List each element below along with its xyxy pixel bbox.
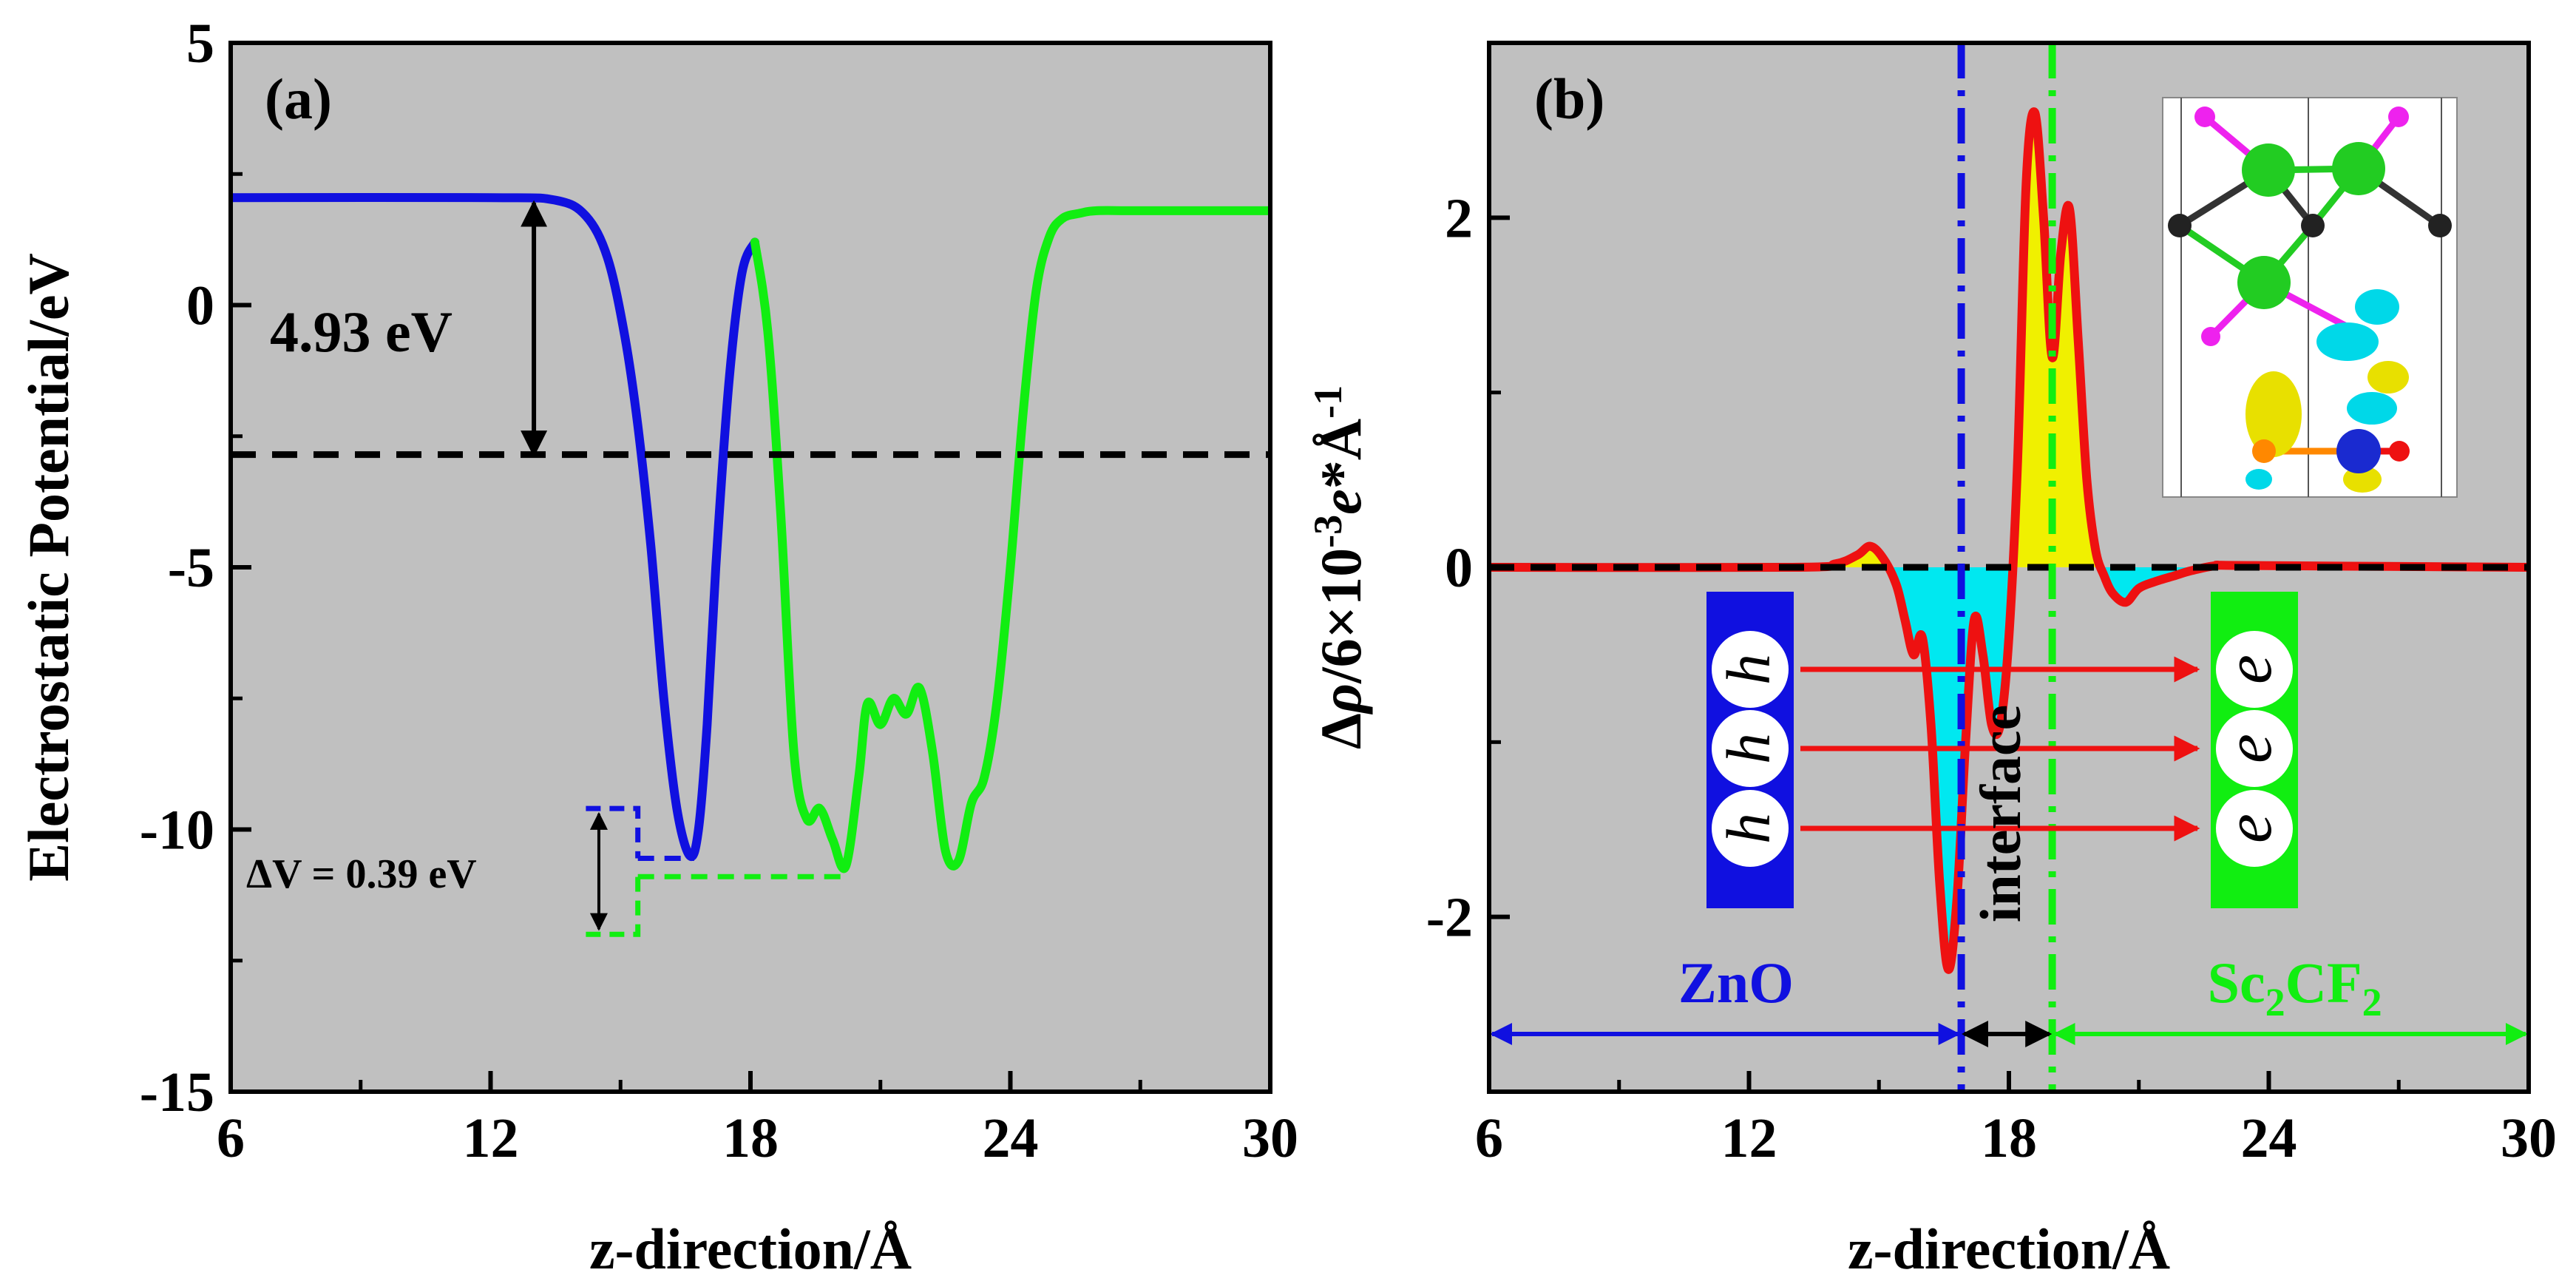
charge-depletion-fill (1883, 567, 2009, 970)
interface-lines-b (1957, 43, 2056, 1092)
b-y-tick-label: 0 (1445, 537, 1473, 599)
hole-symbol: h (1715, 733, 1783, 764)
a-x-tick-label: 24 (983, 1107, 1039, 1169)
y-axis-title-b: Δρ/6×10-3e*Å-1 (1306, 385, 1373, 749)
hole-circle (1712, 631, 1789, 708)
axis-ticks-a: 6 12 18 24 30 -15 -10 -5 0 5 (140, 13, 1298, 1169)
electron-circle (2216, 790, 2293, 867)
electron-circle (2216, 710, 2293, 787)
plot-frame-a (228, 41, 1272, 1094)
b-x-tick-label: 18 (1981, 1107, 2037, 1169)
region-label-interface: interface (1968, 705, 2033, 922)
sc2cf2-level-marker (586, 876, 641, 937)
series-line-zno (231, 192, 759, 862)
region-label-zno: ZnO (1678, 950, 1794, 1015)
series-line-charge-density (1489, 107, 2529, 974)
electron-symbol: e (2212, 655, 2285, 684)
x-axis-title-a: z-direction/Å (589, 1217, 912, 1281)
regions-b: ZnO interface Sc2CF2 (1490, 705, 2528, 1047)
panel-b: h h h e e e ZnO interface Sc2CF2 (1306, 41, 2557, 1281)
hole-circle (1712, 790, 1789, 867)
a-y-tick-label: 5 (186, 13, 214, 75)
plot-frame-b (1487, 41, 2531, 1094)
hole-circle (1712, 710, 1789, 787)
electron-circle (2216, 631, 2293, 708)
b-x-tick-label: 6 (1475, 1107, 1503, 1169)
x-axis-title-b: z-direction/Å (1848, 1217, 2170, 1281)
charge-accumulation-fill (2009, 112, 2096, 567)
b-x-tick-label: 24 (2241, 1107, 2297, 1169)
a-x-tick-label: 18 (722, 1107, 779, 1169)
plot-area-a (231, 43, 1270, 1092)
b-y-tick-label: 2 (1445, 187, 1473, 249)
region-label-sc2cf2: Sc2CF2 (2208, 950, 2382, 1024)
panel-label-a: (a) (265, 67, 332, 131)
electron-symbol: e (2212, 814, 2285, 843)
delta-v-label: ΔV = 0.39 eV (246, 851, 477, 897)
a-y-tick-label: -15 (140, 1061, 214, 1124)
a-x-tick-label: 6 (217, 1107, 245, 1169)
a-y-tick-label: -10 (140, 800, 214, 862)
series-line-sc2cf2 (750, 206, 1270, 874)
b-x-tick-label: 12 (1721, 1107, 1777, 1169)
series-group-b (1489, 107, 2529, 974)
a-x-tick-label: 12 (463, 1107, 519, 1169)
inset-structure-image (2162, 97, 2458, 498)
hole-symbol: h (1715, 813, 1783, 844)
axis-ticks-b: 6 12 18 24 30 -2 0 2 (1426, 187, 2557, 1169)
a-y-tick-label: 0 (186, 275, 214, 337)
annotations-a: 4.93 eV ΔV = 0.39 eV (246, 200, 608, 931)
work-function-label: 4.93 eV (270, 300, 453, 364)
electron-symbol: e (2212, 734, 2285, 763)
hole-symbol: h (1715, 654, 1783, 685)
series-group-a (231, 192, 1270, 874)
charge-accumulation-fill (1792, 546, 1884, 567)
carriers-b: h h h e e e (1706, 592, 2298, 908)
a-x-tick-label: 30 (1242, 1107, 1298, 1169)
b-x-tick-label: 30 (2501, 1107, 2557, 1169)
zno-level-marker (586, 805, 641, 859)
a-y-tick-label: -5 (168, 537, 214, 599)
y-axis-title-a: Electrostatic Potential/eV (16, 253, 81, 882)
band-levels-a (586, 805, 850, 937)
panel-label-b: (b) (1534, 67, 1604, 131)
b-y-tick-label: -2 (1426, 887, 1473, 949)
